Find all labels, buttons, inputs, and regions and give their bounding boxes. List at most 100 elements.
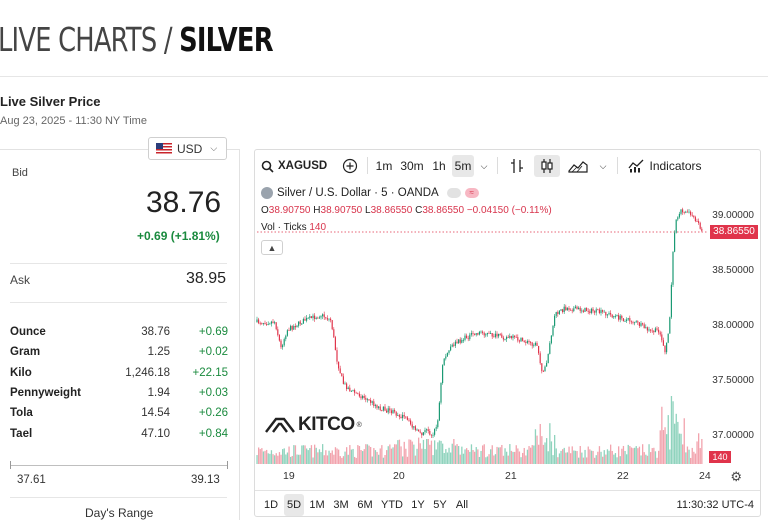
compare-symbol-button[interactable] [339,155,361,177]
range-5d[interactable]: 5D [284,494,304,516]
area-style-button[interactable] [565,155,591,177]
interval-5m[interactable]: 5m [452,155,474,177]
candle-body [296,325,298,328]
candle-body [347,387,349,390]
chart-style-dropdown[interactable]: ⌵ [596,155,610,177]
volume-bar [677,421,679,464]
range-6m[interactable]: 6M [357,499,373,511]
candle-body [459,339,461,343]
volume-bar [579,445,581,464]
volume-bar [666,434,668,464]
candle-body [467,338,469,340]
volume-bar [350,449,353,464]
day-range-low: 37.61 [17,474,46,486]
candle-body [277,329,279,335]
volume-bar [626,454,628,464]
indicators-button[interactable]: Indicators [625,155,705,177]
volume-bar [667,415,669,464]
candle-body [331,320,333,330]
candle-body [474,333,476,335]
candle-body [389,408,391,411]
candle-body [558,310,560,314]
price-chart-canvas[interactable] [255,150,761,490]
candle-body [603,311,605,313]
candle-body [531,342,533,346]
candle-body [480,331,482,333]
candle-body [478,331,480,335]
kitco-logo: KITCO ® [264,414,362,436]
volume-bar [531,445,533,464]
candle-body [490,333,492,334]
symbol-search[interactable]: XAGUSD [261,155,331,177]
interval-dropdown[interactable]: ⌵ [477,155,491,177]
candle-body [302,318,304,324]
volume-bar [410,439,412,464]
candle-body [602,310,604,312]
volume-bar [277,455,279,464]
range-5y[interactable]: 5Y [433,499,447,511]
volume-bar [259,449,261,464]
volume-bar [394,444,396,464]
volume-bar [680,433,682,464]
range-ytd[interactable]: YTD [381,499,403,511]
range-all[interactable]: All [455,499,469,511]
volume-bar [349,445,351,464]
currency-select[interactable]: USD ⌵ [148,137,227,160]
range-1d[interactable]: 1D [263,499,279,511]
candle-body [414,426,416,431]
volume-bar [546,438,548,464]
candle-body [565,306,567,311]
bid-label: Bid [12,167,28,179]
candle-body [525,341,527,343]
volume-bar [619,456,621,464]
us-flag-icon [156,143,172,154]
volume-bar [547,451,549,464]
candle-body [323,314,325,318]
candle-body [312,315,314,318]
plus-circle-icon [342,158,358,174]
interval-30m[interactable]: 30m [400,159,424,173]
candle-body [536,342,538,346]
candle-body [427,429,429,431]
volume-bar [485,457,487,464]
delayed-data-icon: ≈ [464,188,479,198]
interval-1m[interactable]: 1m [375,159,393,173]
candle-style-button[interactable] [534,155,560,177]
candle-body [446,352,448,357]
candle-body [338,361,340,369]
collapse-legend-button[interactable]: ▲ [261,240,283,255]
chart-clock: 11:30:32 UTC-4 [676,499,754,511]
range-1m[interactable]: 1M [309,499,325,511]
candle-body [691,214,693,216]
chevron-down-icon: ⌵ [480,160,488,171]
candle-body [491,333,493,337]
volume-bar [370,446,372,464]
volume-bar [506,451,508,464]
candle-body [475,333,477,335]
candle-body [262,322,264,324]
volume-bar [475,447,477,464]
volume-bar [392,447,394,464]
unit-name: Pennyweight [10,387,81,400]
volume-bar [389,444,391,464]
volume-bar [290,456,292,464]
candle-body [576,306,578,310]
unit-price: 14.54 [141,407,170,420]
bar-style-button[interactable] [505,155,529,177]
unit-name: Kilo [10,366,32,379]
candle-body [526,341,528,343]
chart-settings-button[interactable]: ⚙ [730,469,742,485]
candle-body [339,368,341,374]
candle-body [267,324,269,325]
interval-1h[interactable]: 1h [432,159,446,173]
candle-body [275,322,277,330]
candle-body [640,323,642,326]
volume-bar [634,447,636,464]
range-1y[interactable]: 1Y [411,499,425,511]
candle-body [610,313,612,315]
volume-bar [448,447,450,464]
candle-body [517,337,519,341]
candle-body [629,318,631,322]
candle-body [518,340,520,342]
range-3m[interactable]: 3M [333,499,349,511]
